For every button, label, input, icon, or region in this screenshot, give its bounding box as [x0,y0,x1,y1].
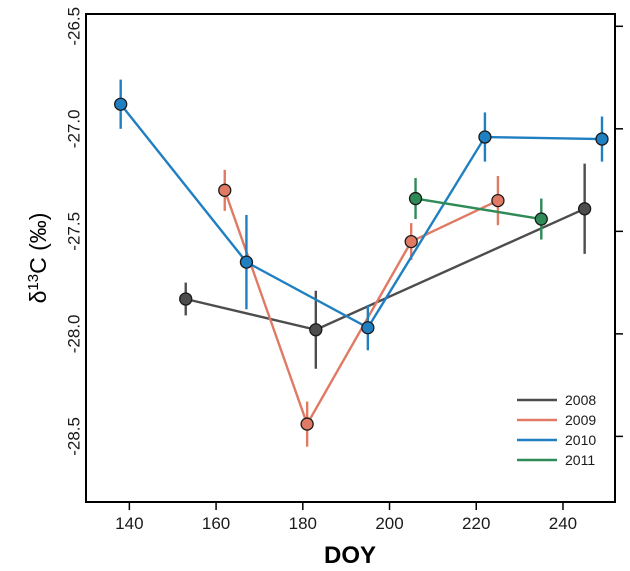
x-tick-label: 140 [115,514,143,533]
y-tick-label: -27.5 [65,212,84,251]
x-tick-label: 160 [202,514,230,533]
data-point-2011 [534,212,548,226]
x-axis: 140 160 180 200 220 240 [115,502,577,533]
data-point-2010 [595,132,609,146]
data-point-2011 [408,191,423,206]
y-tick-label: -27.0 [65,109,84,148]
series-line-2011 [415,197,542,221]
series-layer [114,79,609,447]
y-tick-label: -26.5 [65,7,84,46]
x-tick-label: 200 [375,514,403,533]
x-tick-label: 180 [289,514,317,533]
legend-label-2011: 2011 [565,452,595,468]
y-axis-title-superscript: 13 [25,274,42,291]
legend-label-2009: 2009 [565,412,596,428]
data-point-2010 [361,321,375,335]
series-line-2009 [223,189,499,427]
x-tick-label: 240 [549,514,577,533]
x-tick-label: 220 [462,514,490,533]
plot-area-frame [85,13,616,503]
data-point-2009 [491,193,505,208]
data-point-2010 [239,255,254,269]
legend-label-2010: 2010 [565,432,596,448]
data-point-2010 [478,130,492,144]
data-point-2008 [577,202,592,216]
y-axis-title: δ13C (‰) [25,213,52,304]
legend: 2008 2009 2010 2011 [517,392,596,468]
y-tick-label: -28.5 [65,417,84,456]
y-axis: -26.5 -27.0 -27.5 -28.0 -28.5 [65,7,623,456]
data-point-2009 [300,417,314,431]
series-2009 [218,169,505,447]
data-point-2010 [114,97,128,111]
data-point-2009 [404,234,418,249]
y-tick-label: -28.0 [65,314,84,353]
x-axis-title: DOY [324,542,376,569]
series-2011 [408,178,548,240]
legend-label-2008: 2008 [565,392,596,408]
series-2010 [114,79,609,351]
data-point-2008 [309,323,323,337]
data-point-2008 [179,292,193,306]
y-axis-title-suffix: C (‰) [25,213,51,274]
y-axis-title-delta: δ [25,291,51,304]
series-2008 [179,163,592,369]
data-point-2009 [218,183,232,197]
